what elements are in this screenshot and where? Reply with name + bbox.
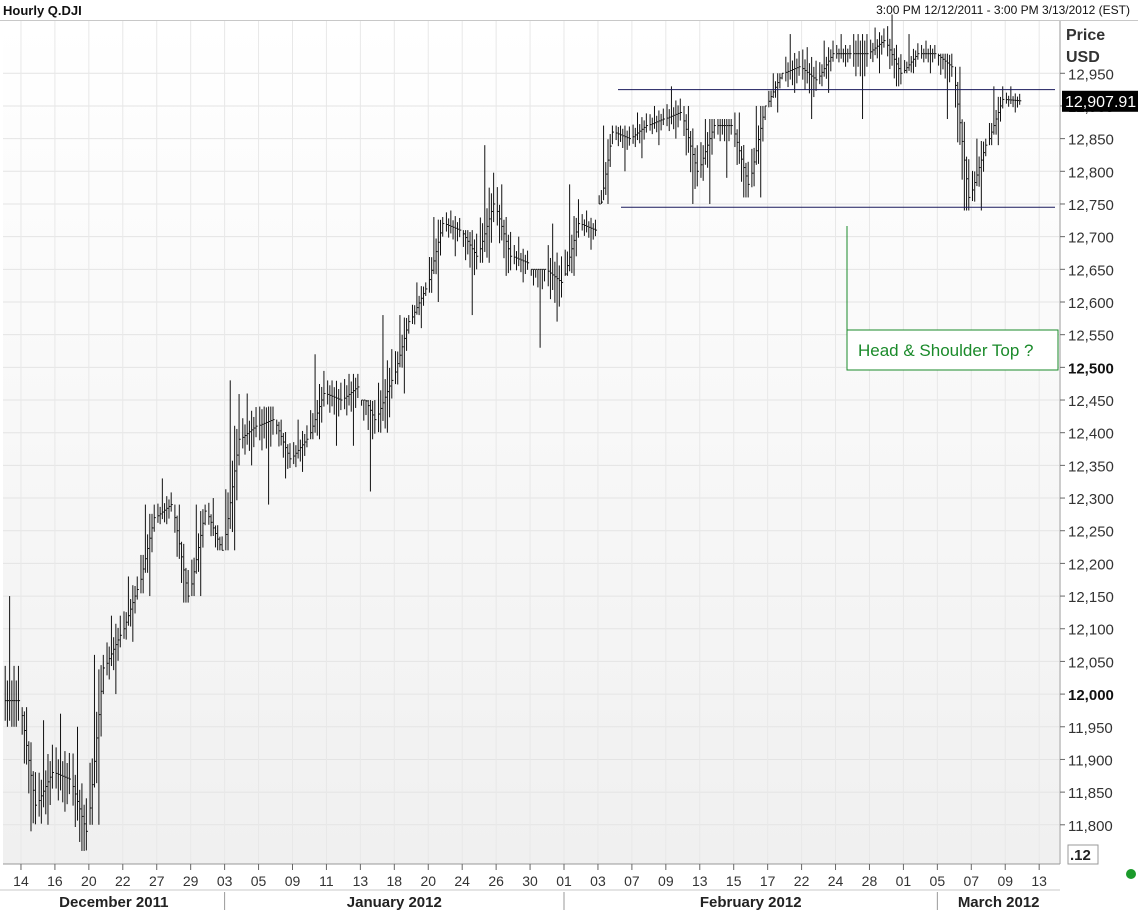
y-tick-label: 12,500 <box>1068 360 1114 377</box>
x-tick-label: 27 <box>149 873 165 889</box>
axis-corner-box <box>1067 844 1099 865</box>
x-tick-label: 09 <box>997 873 1013 889</box>
x-tick-label: 13 <box>692 873 708 889</box>
y-tick-label: 12,400 <box>1068 426 1114 443</box>
y-tick-label: 11,950 <box>1068 720 1113 737</box>
x-axis-ticks: 14 16 20 22 27 29 03 05 09 11 13 18 20 24 26 30 01 03 07 09… <box>13 864 1047 889</box>
y-tick-label: 12,350 <box>1068 458 1114 475</box>
x-tick-label: 17 <box>760 873 776 889</box>
y-tick-label: 12,850 <box>1068 132 1114 149</box>
y-tick-label: 12,750 <box>1068 197 1114 214</box>
x-tick-label: 22 <box>115 873 131 889</box>
x-tick-label: 16 <box>47 873 63 889</box>
y-tick-label: 12,050 <box>1068 654 1114 671</box>
y-tick-label: 11,850 <box>1068 785 1113 802</box>
chart-header: Hourly Q.DJI 3:00 PM 12/12/2011 - 3:00 P… <box>0 0 1138 21</box>
chart-title: Hourly Q.DJI <box>3 3 82 18</box>
x-tick-label: 20 <box>81 873 97 889</box>
x-tick-label: 18 <box>387 873 403 889</box>
plot-area <box>3 21 1059 864</box>
x-tick-label: 03 <box>217 873 233 889</box>
month-label: January 2012 <box>347 894 442 910</box>
y-tick-label: 12,150 <box>1068 589 1114 606</box>
x-tick-label: 15 <box>726 873 742 889</box>
x-tick-label: 09 <box>658 873 674 889</box>
x-tick-label: 05 <box>930 873 946 889</box>
x-tick-label: 30 <box>522 873 538 889</box>
annotation-text: Head & Shoulder Top ? <box>858 341 1033 360</box>
x-tick-label: 07 <box>964 873 980 889</box>
x-tick-label: 14 <box>13 873 29 889</box>
x-tick-label: 20 <box>420 873 436 889</box>
x-tick-label: 03 <box>590 873 606 889</box>
y-tick-label: 12,250 <box>1068 524 1114 541</box>
y-tick-label: 12,800 <box>1068 164 1114 181</box>
month-label: March 2012 <box>958 894 1040 910</box>
x-tick-label: 22 <box>794 873 810 889</box>
x-tick-label: 11 <box>319 873 334 889</box>
month-labels: December 2011 January 2012 February 2012 Ma… <box>59 892 1040 910</box>
y-tick-label: 12,950 <box>1068 66 1114 83</box>
status-indicator <box>1126 869 1136 879</box>
x-tick-label: 24 <box>828 873 844 889</box>
x-tick-label: 24 <box>454 873 470 889</box>
x-tick-label: 01 <box>896 873 912 889</box>
y-tick-label: 12,450 <box>1068 393 1114 410</box>
price-bars <box>4 14 1022 851</box>
y-tick-label: 12,700 <box>1068 230 1114 247</box>
month-label: February 2012 <box>700 894 802 910</box>
last-price-box <box>1062 90 1138 112</box>
month-label: December 2011 <box>59 894 168 910</box>
horizontal-lines <box>618 89 1055 208</box>
y-tick-label: 11,900 <box>1068 752 1113 769</box>
currency-axis-title: USD <box>1066 49 1100 66</box>
last-price-label: 12,907.91 <box>1065 94 1136 111</box>
axis-corner-label: .12 <box>1070 847 1091 864</box>
x-tick-label: 28 <box>862 873 878 889</box>
y-tick-label: 12,650 <box>1068 262 1114 279</box>
x-tick-label: 13 <box>353 873 369 889</box>
y-tick-label: 12,300 <box>1068 491 1114 508</box>
y-tick-label: 12,000 <box>1068 687 1114 704</box>
y-tick-label: 12,200 <box>1068 556 1114 573</box>
x-tick-label: 13 <box>1031 873 1047 889</box>
y-tick-label: 12,100 <box>1068 622 1114 639</box>
y-axis-ticks: 11,800 11,850 11,900 11,950 12,000 12,050 12,1… <box>1060 66 1114 835</box>
date-range: 3:00 PM 12/12/2011 - 3:00 PM 3/13/2012 (… <box>876 3 1130 17</box>
annotation-box <box>846 329 1059 371</box>
price-axis-title: Price <box>1066 27 1105 44</box>
x-tick-label: 05 <box>251 873 267 889</box>
x-tick-label: 26 <box>488 873 504 889</box>
x-tick-label: 07 <box>624 873 640 889</box>
y-tick-label: 12,600 <box>1068 295 1114 312</box>
y-tick-label: 12,550 <box>1068 328 1114 345</box>
y-tick-label: 11,800 <box>1068 818 1113 835</box>
x-tick-label: 01 <box>556 873 572 889</box>
x-tick-label: 09 <box>285 873 301 889</box>
x-tick-label: 29 <box>183 873 199 889</box>
